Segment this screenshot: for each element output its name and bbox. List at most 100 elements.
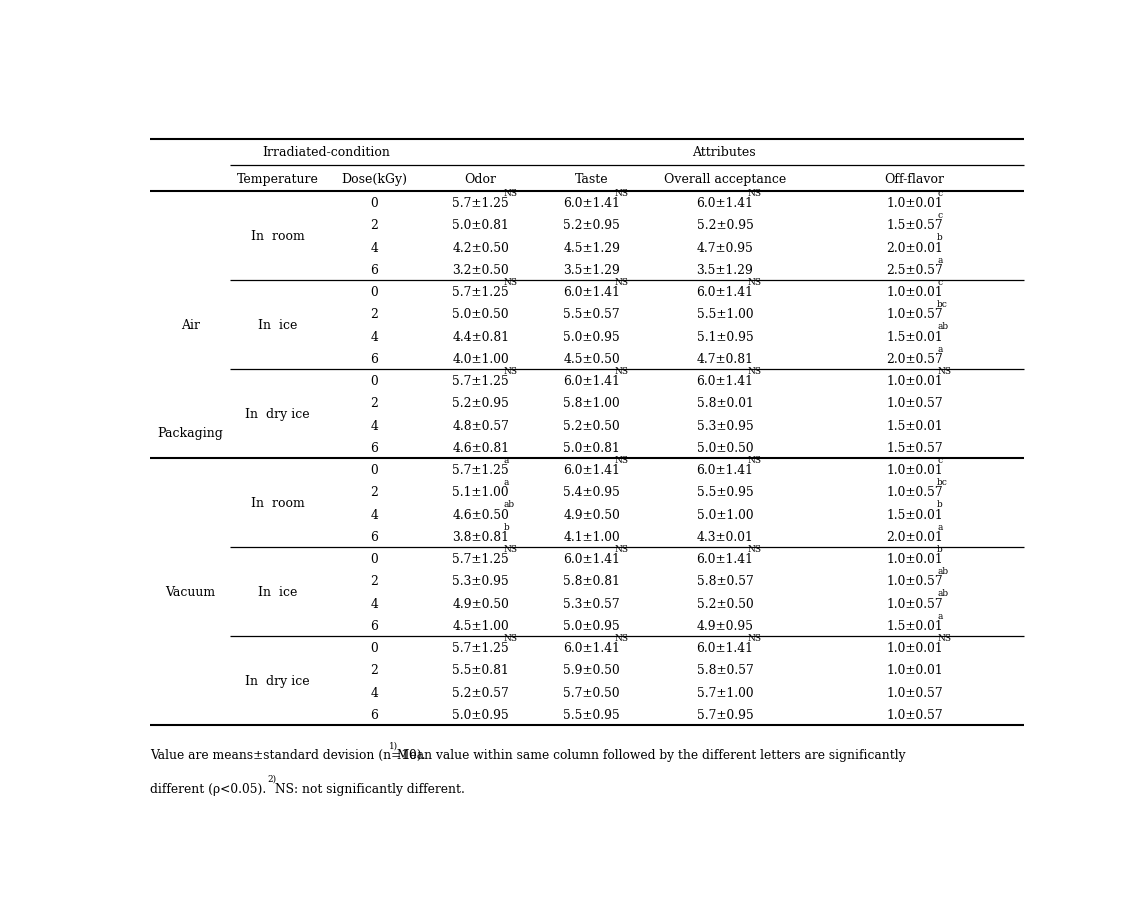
Text: Irradiated-condition: Irradiated-condition [262,146,391,159]
Text: 6.0±1.41: 6.0±1.41 [697,374,753,388]
Text: 4: 4 [370,242,378,254]
Text: NS: NS [503,544,517,553]
Text: 0: 0 [370,553,378,566]
Text: 1.5±0.57: 1.5±0.57 [886,219,943,232]
Text: 5.7±1.25: 5.7±1.25 [453,553,509,566]
Text: 0: 0 [370,197,378,210]
Text: 6.0±1.41: 6.0±1.41 [564,286,620,299]
Text: 6.0±1.41: 6.0±1.41 [564,374,620,388]
Text: 4: 4 [370,419,378,432]
Text: NS: NS [614,366,628,375]
Text: 1.5±0.01: 1.5±0.01 [886,419,943,432]
Text: 1.0±0.57: 1.0±0.57 [886,308,943,321]
Text: NS: NS [937,633,951,642]
Text: 4.8±0.57: 4.8±0.57 [453,419,509,432]
Text: ab: ab [937,566,949,575]
Text: 4.3±0.01: 4.3±0.01 [697,530,753,543]
Text: 5.4±0.95: 5.4±0.95 [564,486,620,499]
Text: bc: bc [937,299,948,308]
Text: 4.1±1.00: 4.1±1.00 [564,530,620,543]
Text: 4.2±0.50: 4.2±0.50 [453,242,509,254]
Text: 5.7±0.95: 5.7±0.95 [697,708,753,721]
Text: c: c [937,456,942,465]
Text: NS: NS [503,278,517,287]
Text: 2): 2) [267,774,276,783]
Text: 5.7±0.50: 5.7±0.50 [564,686,620,699]
Text: 5.8±1.00: 5.8±1.00 [564,397,620,410]
Text: 2: 2 [370,575,378,588]
Text: 4: 4 [370,508,378,521]
Text: 6.0±1.41: 6.0±1.41 [564,553,620,566]
Text: a: a [937,345,943,354]
Text: 2: 2 [370,397,378,410]
Text: 1.5±0.01: 1.5±0.01 [886,508,943,521]
Text: 4.5±1.00: 4.5±1.00 [453,619,509,632]
Text: NS: NS [503,633,517,642]
Text: 5.3±0.95: 5.3±0.95 [453,575,509,588]
Text: NS: not significantly different.: NS: not significantly different. [275,782,465,795]
Text: 1.0±0.57: 1.0±0.57 [886,486,943,499]
Text: 5.7±1.25: 5.7±1.25 [453,286,509,299]
Text: 4: 4 [370,597,378,610]
Text: 5.3±0.95: 5.3±0.95 [697,419,753,432]
Text: 5.0±0.81: 5.0±0.81 [453,219,509,232]
Text: 3.8±0.81: 3.8±0.81 [453,530,509,543]
Text: 5.8±0.81: 5.8±0.81 [564,575,620,588]
Text: 1.0±0.01: 1.0±0.01 [886,286,943,299]
Text: In  room: In room [251,230,305,244]
Text: 5.5±0.81: 5.5±0.81 [453,664,509,676]
Text: In  ice: In ice [258,319,298,332]
Text: 5.7±1.25: 5.7±1.25 [453,374,509,388]
Text: 1.5±0.01: 1.5±0.01 [886,330,943,344]
Text: b: b [937,544,943,553]
Text: 0: 0 [370,374,378,388]
Text: 0: 0 [370,641,378,654]
Text: Packaging: Packaging [157,426,223,439]
Text: Air: Air [181,319,199,332]
Text: 5.5±1.00: 5.5±1.00 [697,308,753,321]
Text: NS: NS [614,189,628,198]
Text: 1.0±0.01: 1.0±0.01 [886,464,943,476]
Text: 2.0±0.01: 2.0±0.01 [886,242,943,254]
Text: 5.2±0.95: 5.2±0.95 [564,219,620,232]
Text: Temperature: Temperature [237,172,319,186]
Text: 4.5±0.50: 4.5±0.50 [564,353,620,365]
Text: 5.2±0.50: 5.2±0.50 [564,419,620,432]
Text: bc: bc [937,477,948,486]
Text: 4.4±0.81: 4.4±0.81 [453,330,509,344]
Text: NS: NS [614,633,628,642]
Text: b: b [503,522,509,531]
Text: c: c [937,189,942,198]
Text: NS: NS [503,189,517,198]
Text: 6: 6 [370,530,378,543]
Text: 5.5±0.57: 5.5±0.57 [564,308,620,321]
Text: 4.7±0.81: 4.7±0.81 [697,353,753,365]
Text: 5.2±0.57: 5.2±0.57 [453,686,509,699]
Text: 5.7±1.25: 5.7±1.25 [453,641,509,654]
Text: 5.0±0.95: 5.0±0.95 [453,708,509,721]
Text: 3.2±0.50: 3.2±0.50 [453,263,509,277]
Text: 5.1±0.95: 5.1±0.95 [697,330,753,344]
Text: 2: 2 [370,486,378,499]
Text: b: b [937,500,943,509]
Text: Vacuum: Vacuum [165,585,215,599]
Text: 5.7±1.25: 5.7±1.25 [453,464,509,476]
Text: In  dry ice: In dry ice [245,675,311,687]
Text: Dose(kGy): Dose(kGy) [342,172,407,186]
Text: 3.5±1.29: 3.5±1.29 [564,263,620,277]
Text: 6.0±1.41: 6.0±1.41 [697,553,753,566]
Text: 6: 6 [370,708,378,721]
Text: c: c [937,211,942,220]
Text: 5.0±0.50: 5.0±0.50 [453,308,509,321]
Text: 6.0±1.41: 6.0±1.41 [564,464,620,476]
Text: 2: 2 [370,219,378,232]
Text: 6: 6 [370,619,378,632]
Text: b: b [937,233,943,242]
Text: Mean value within same column followed by the different letters are significantl: Mean value within same column followed b… [397,749,905,761]
Text: 6.0±1.41: 6.0±1.41 [697,286,753,299]
Text: 6.0±1.41: 6.0±1.41 [697,197,753,210]
Text: ab: ab [503,500,515,509]
Text: 5.2±0.50: 5.2±0.50 [697,597,753,610]
Text: 5.1±1.00: 5.1±1.00 [453,486,509,499]
Text: NS: NS [747,633,762,642]
